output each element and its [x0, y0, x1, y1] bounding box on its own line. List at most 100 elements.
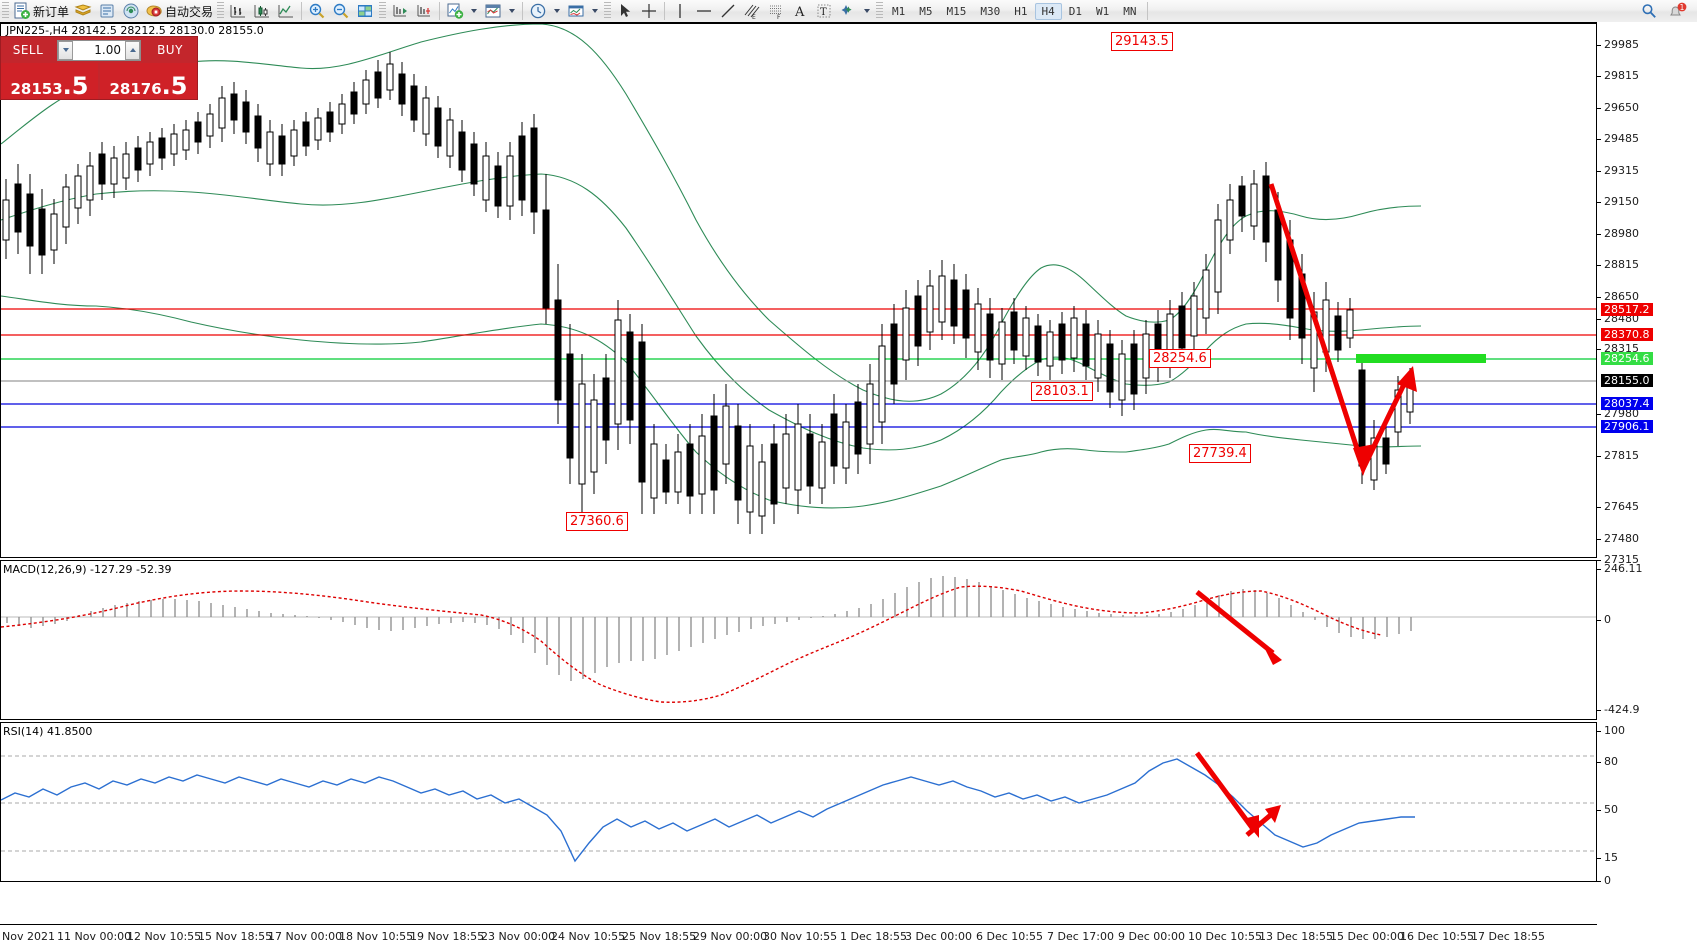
timeframe-mn[interactable]: MN: [1123, 4, 1137, 18]
zoom-out-button[interactable]: [329, 1, 353, 21]
fibonacci-button[interactable]: F: [764, 1, 788, 21]
buy-button[interactable]: BUY: [157, 43, 183, 57]
annotation-28254[interactable]: 28254.6: [1149, 349, 1211, 368]
signals-button[interactable]: [119, 1, 143, 21]
terminal-icon: [100, 4, 114, 18]
buy-price[interactable]: 28176 .5: [100, 63, 197, 99]
time-tick-14: 6 Dec 10:55: [976, 930, 1043, 943]
cursor-button[interactable]: [613, 1, 637, 21]
macd-caption: MACD(12,26,9) -127.29 -52.39: [3, 563, 172, 576]
chart-container[interactable]: JPN225-,H4 28142.5 28212.5 28130.0 28155…: [0, 22, 1697, 949]
templates-button[interactable]: [481, 1, 505, 21]
timeframe-d1[interactable]: D1: [1068, 4, 1083, 18]
chart-plot-area[interactable]: 29143.5 28254.6 28103.1 27739.4 27360.6 …: [0, 22, 1597, 949]
macd-tick-label: -424.9: [1604, 703, 1640, 716]
zoom-in-button[interactable]: [305, 1, 329, 21]
annotation-27739[interactable]: 27739.4: [1189, 444, 1251, 463]
timeframe-h4[interactable]: H4: [1034, 2, 1062, 20]
auto-scroll-button[interactable]: [388, 1, 412, 21]
notifications-button[interactable]: 1: [1665, 1, 1689, 21]
chartwin-dropdown-caret[interactable]: [592, 9, 599, 13]
timeframe-m1[interactable]: M1: [892, 4, 906, 18]
candles-icon: [254, 5, 270, 18]
timeframe-m30[interactable]: M30: [980, 4, 1001, 18]
one-click-trading-panel[interactable]: SELL 1.00 BUY 28153 .5 28176 .5: [0, 36, 198, 100]
price-label-28517[interactable]: 28517.2: [1601, 303, 1653, 316]
terminal-button[interactable]: [95, 1, 119, 21]
objects-dropdown-caret[interactable]: [864, 9, 871, 13]
sell-button[interactable]: SELL: [12, 43, 44, 57]
line-chart-button[interactable]: [274, 1, 298, 21]
volume-field[interactable]: 1.00: [57, 39, 141, 61]
periods-dropdown-caret[interactable]: [554, 9, 561, 13]
timeframe-m15[interactable]: M15: [946, 4, 967, 18]
search-button[interactable]: [1637, 1, 1661, 21]
toolbar-grip-3[interactable]: [379, 2, 387, 20]
toolbar-grip-5[interactable]: [876, 2, 884, 20]
price-pane[interactable]: 29143.5 28254.6 28103.1 27739.4 27360.6: [0, 22, 1597, 558]
time-tick-13: 3 Dec 00:00: [905, 930, 972, 943]
price-label-27906[interactable]: 27906.1: [1601, 420, 1653, 433]
oct-top-row[interactable]: SELL 1.00 BUY: [1, 37, 197, 63]
macd-tick-zero: 0: [1597, 613, 1611, 626]
volume-value[interactable]: 1.00: [94, 43, 121, 57]
timeframe-m5[interactable]: M5: [919, 4, 933, 18]
timeframe-w1[interactable]: W1: [1096, 4, 1110, 18]
objects-button[interactable]: [836, 1, 860, 21]
periods-button[interactable]: [526, 1, 550, 21]
vertical-line-button[interactable]: [668, 1, 692, 21]
notification-badge: 1: [1680, 3, 1685, 12]
rsi-tick-label: 0: [1604, 874, 1611, 887]
toolbar-grip-2[interactable]: [217, 2, 225, 20]
price-tick-label: 27480: [1604, 532, 1639, 545]
volume-decrement-button[interactable]: [58, 40, 73, 60]
text-button[interactable]: A: [788, 1, 812, 21]
price-tick-label: 29815: [1604, 69, 1639, 82]
price-label-28155[interactable]: 28155.0: [1601, 374, 1653, 387]
time-tick-5: 18 Nov 10:55: [339, 930, 414, 943]
indicators-button[interactable]: [443, 1, 467, 21]
sell-price-fraction: .5: [62, 72, 89, 100]
sell-price[interactable]: 28153 .5: [1, 63, 98, 99]
time-axis[interactable]: Nov 2021 11 Nov 00:00 12 Nov 10:55 15 No…: [0, 924, 1597, 949]
macd-pane[interactable]: MACD(12,26,9) -127.29 -52.39: [0, 560, 1597, 720]
timeframe-h1[interactable]: H1: [1014, 4, 1028, 18]
channel-icon: E: [744, 4, 760, 20]
bar-chart-button[interactable]: [226, 1, 250, 21]
templates-dropdown-caret[interactable]: [509, 9, 516, 13]
price-label-28037[interactable]: 28037.4: [1601, 397, 1653, 410]
price-axis[interactable]: 29985 29815 29650 29485 29315 29150 2898…: [1597, 22, 1697, 924]
macd-tick-max: 246.11: [1597, 562, 1643, 575]
price-label-28370[interactable]: 28370.8: [1601, 328, 1653, 341]
price-tick-29985: 29985: [1597, 38, 1639, 51]
autotrading-button[interactable]: 自动交易: [143, 1, 215, 21]
toolbar-grip-1[interactable]: [2, 2, 9, 20]
text-label-button[interactable]: T: [812, 1, 836, 21]
price-tick-29650: 29650: [1597, 101, 1639, 114]
annotation-29143[interactable]: 29143.5: [1111, 32, 1173, 51]
price-label-28254[interactable]: 28254.6: [1601, 352, 1653, 365]
volume-increment-button[interactable]: [125, 40, 140, 60]
line-icon: [278, 5, 294, 18]
macd-tick-label: 0: [1604, 613, 1611, 626]
annotation-28103[interactable]: 28103.1: [1031, 382, 1093, 401]
main-toolbar[interactable]: 新订单 自动交易: [0, 0, 1697, 23]
indicators-dropdown-caret[interactable]: [471, 9, 478, 13]
annotation-27360[interactable]: 27360.6: [566, 512, 628, 531]
crosshair-button[interactable]: [637, 1, 661, 21]
price-tick-label: 29315: [1604, 164, 1639, 177]
trendline-button[interactable]: [716, 1, 740, 21]
candlestick-chart-button[interactable]: [250, 1, 274, 21]
zoom-out-icon: [333, 3, 349, 19]
chart-shift-button[interactable]: [412, 1, 436, 21]
chart-window-button[interactable]: [564, 1, 588, 21]
toolbar-grip-4[interactable]: [604, 2, 612, 20]
horizontal-line-button[interactable]: [692, 1, 716, 21]
metaeditor-button[interactable]: [71, 1, 95, 21]
rsi-pane[interactable]: RSI(14) 41.8500: [0, 722, 1597, 882]
data-window-button[interactable]: [353, 1, 377, 21]
price-tick-label: 28815: [1604, 258, 1639, 271]
equidistant-channel-button[interactable]: E: [740, 1, 764, 21]
drawn-down-arrow-rsi: [1194, 751, 1259, 838]
new-order-button[interactable]: 新订单: [11, 1, 71, 21]
